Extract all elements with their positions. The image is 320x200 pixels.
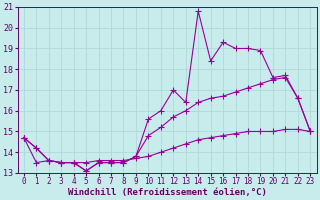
X-axis label: Windchill (Refroidissement éolien,°C): Windchill (Refroidissement éolien,°C) (68, 188, 267, 197)
